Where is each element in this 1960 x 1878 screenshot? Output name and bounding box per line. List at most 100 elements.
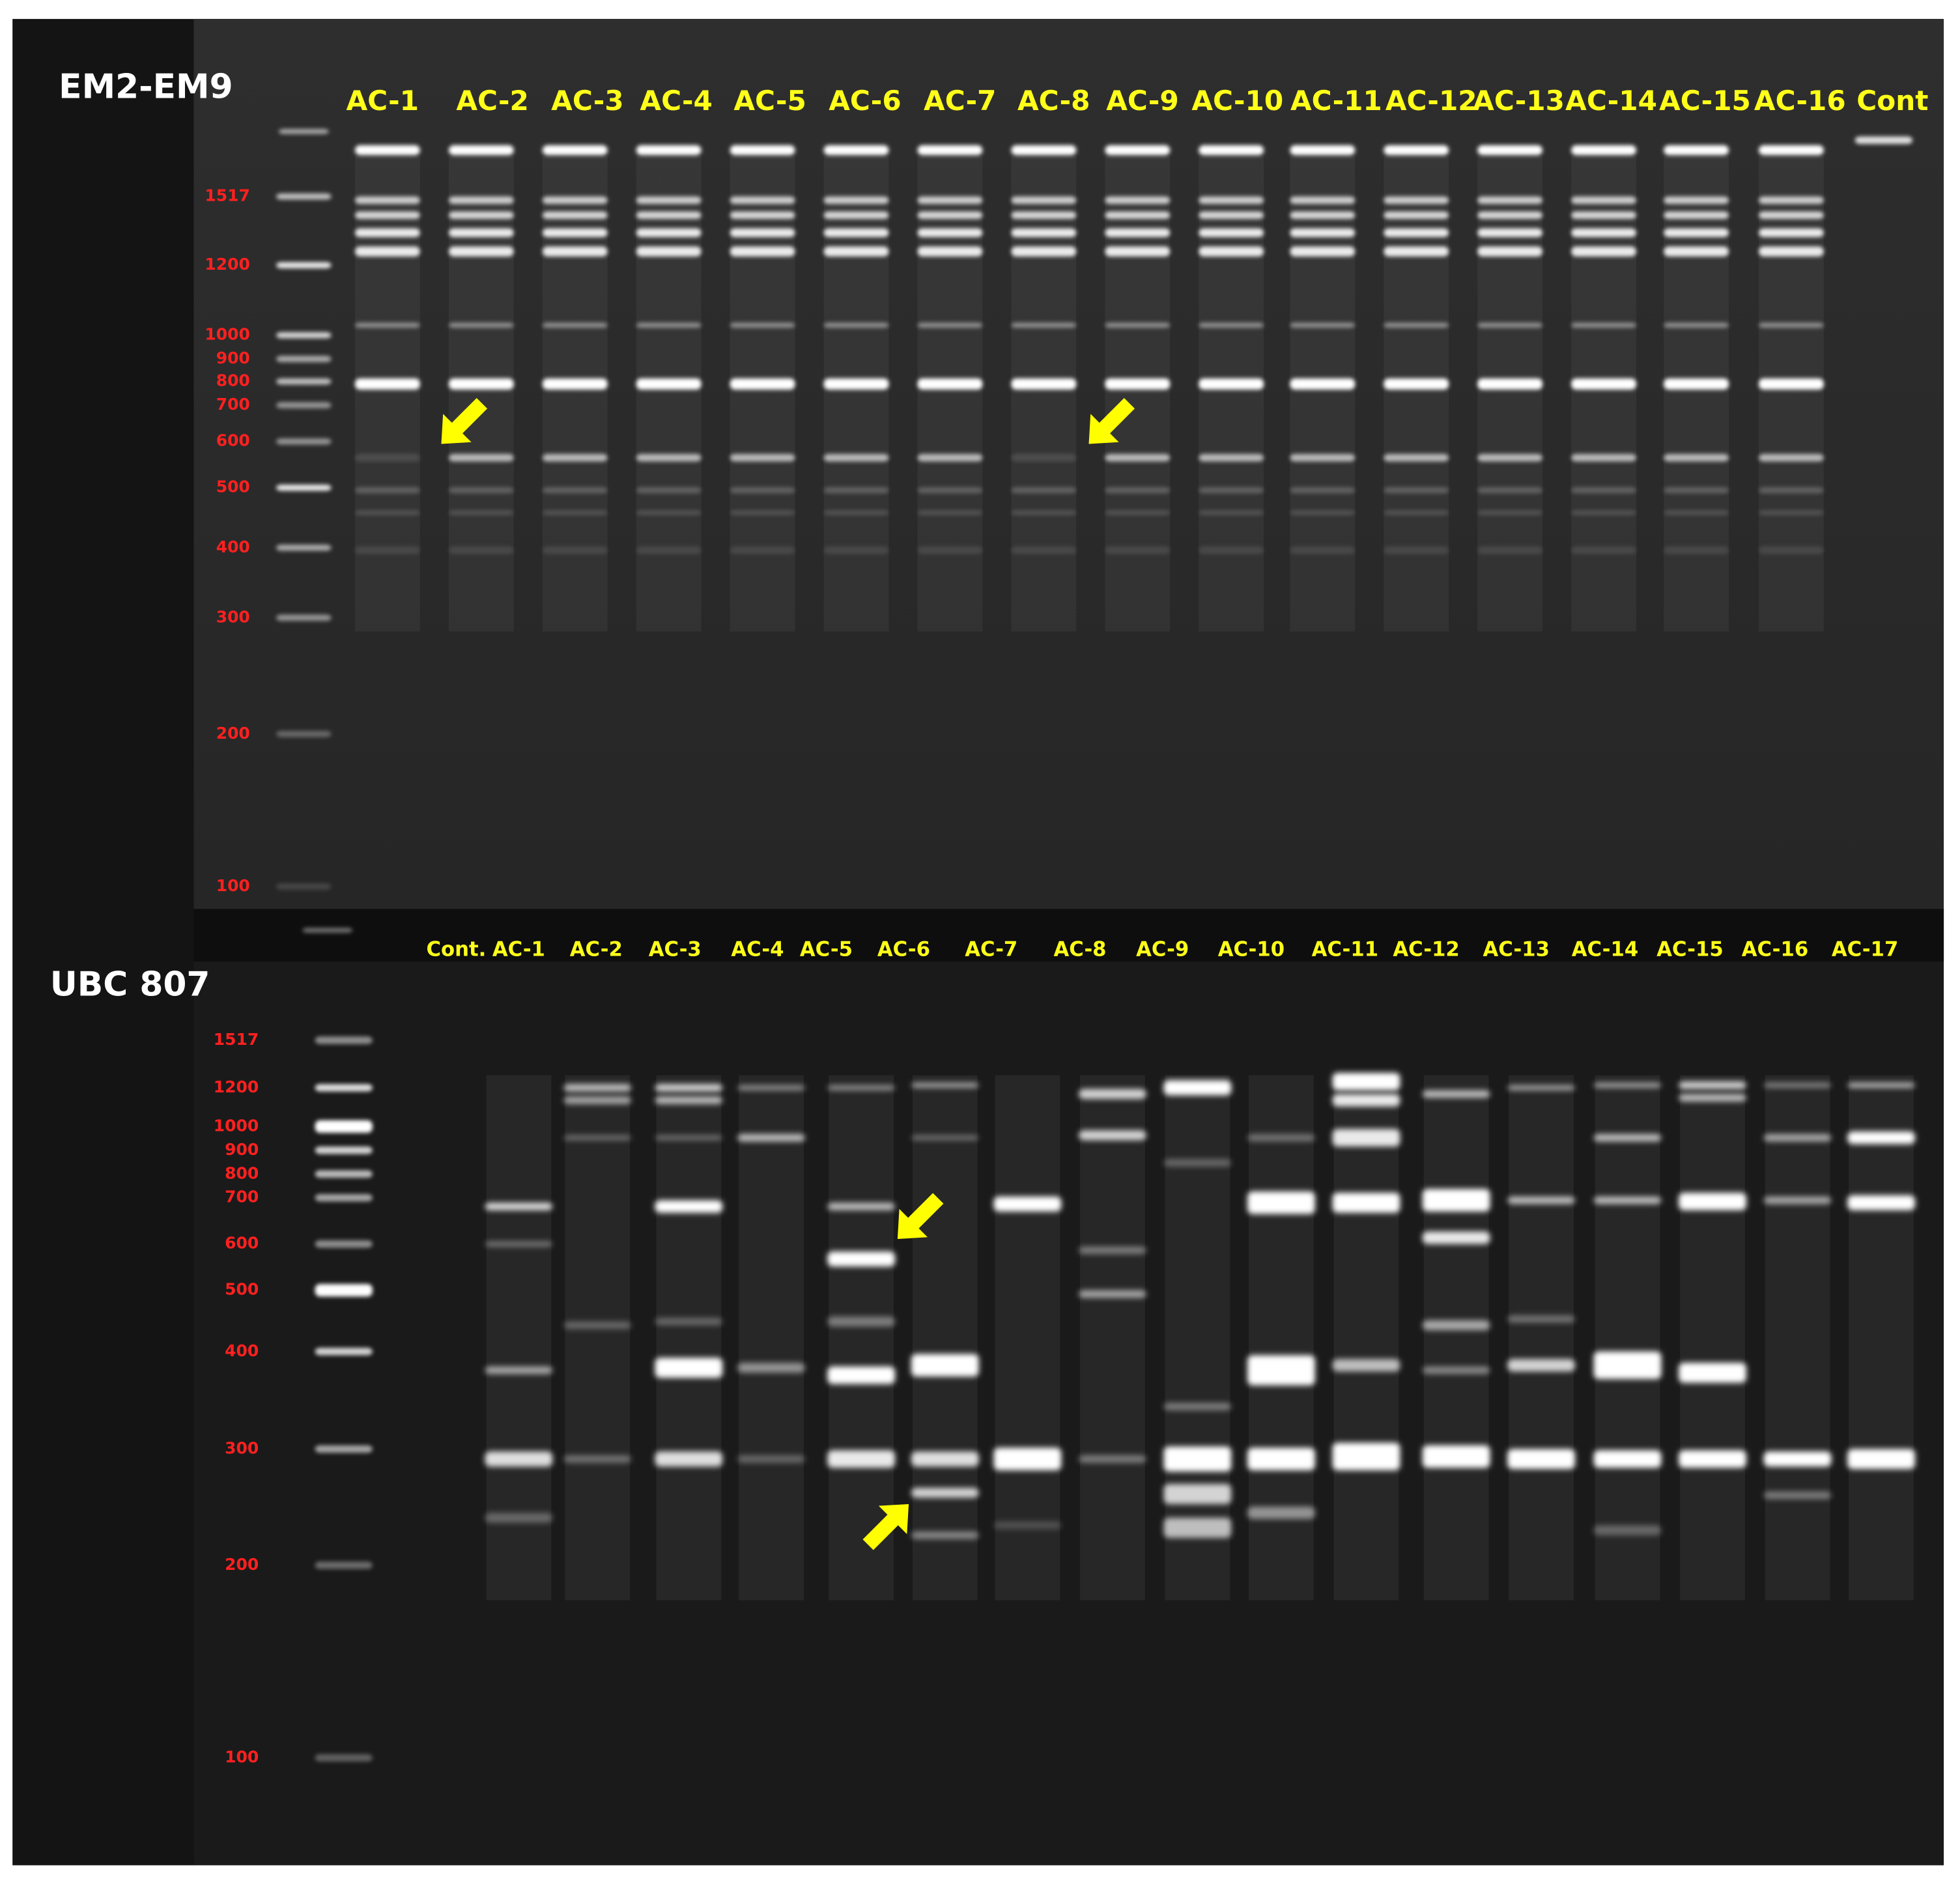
band	[1105, 196, 1171, 205]
band	[1105, 510, 1171, 515]
band	[1477, 196, 1543, 205]
band	[1507, 1196, 1575, 1204]
band	[1105, 322, 1171, 328]
lane-label: AC-16	[1742, 938, 1808, 961]
band	[911, 1354, 979, 1377]
lane-smear	[730, 156, 795, 632]
ladder-label: 1200	[205, 255, 249, 274]
band	[448, 246, 514, 257]
band	[1011, 487, 1077, 494]
ladder-label: 800	[225, 1163, 259, 1182]
band	[276, 545, 332, 551]
band	[917, 453, 983, 462]
lane-label: AC-13	[1483, 938, 1550, 961]
band	[1664, 453, 1729, 462]
band	[1163, 1159, 1232, 1167]
lane-smear	[636, 156, 702, 632]
band	[1247, 1506, 1315, 1519]
lane-label: AC-8	[1053, 938, 1106, 961]
lane-smear	[1249, 1075, 1314, 1601]
band	[1477, 453, 1543, 462]
band	[1384, 487, 1449, 494]
band	[917, 228, 983, 237]
band	[1332, 1094, 1400, 1107]
band	[563, 1321, 632, 1330]
band	[1571, 510, 1636, 515]
band	[1384, 453, 1449, 462]
lane-label: AC-4	[731, 938, 784, 961]
band	[278, 128, 329, 134]
band	[827, 1085, 896, 1090]
band	[917, 378, 983, 390]
band	[354, 453, 420, 462]
lane-smear	[1571, 156, 1636, 632]
lane-smear	[1290, 156, 1356, 632]
band	[730, 145, 795, 156]
bottom-gel	[193, 909, 1944, 1866]
band	[1163, 1484, 1232, 1504]
band	[1290, 546, 1356, 554]
band	[542, 487, 608, 494]
band	[354, 246, 420, 257]
band	[1199, 322, 1264, 328]
band	[827, 1366, 896, 1384]
band	[1664, 246, 1729, 257]
lane-label: AC-15	[1659, 85, 1751, 117]
band	[1422, 1366, 1490, 1374]
lane-label: AC-16	[1754, 85, 1846, 117]
ladder-label: 900	[225, 1140, 259, 1159]
lane-label: Cont	[1856, 85, 1928, 117]
band	[448, 453, 514, 462]
lane-smear	[656, 1075, 722, 1601]
band	[354, 546, 420, 554]
band	[276, 614, 332, 621]
lane-label: AC-2	[570, 938, 623, 961]
band	[827, 1450, 896, 1468]
band	[563, 1084, 632, 1092]
band	[823, 322, 889, 328]
band	[917, 196, 983, 205]
band	[542, 378, 608, 390]
band	[1854, 136, 1913, 145]
band	[1593, 1351, 1662, 1379]
band	[1079, 1246, 1146, 1255]
lane-smear	[1011, 156, 1077, 632]
band	[917, 510, 983, 515]
band	[1679, 1193, 1746, 1210]
band	[276, 378, 332, 385]
band	[823, 211, 889, 220]
ladder-label: 200	[225, 1555, 259, 1574]
band	[485, 1366, 553, 1374]
band	[1759, 246, 1824, 257]
band	[354, 228, 420, 237]
band	[1679, 1363, 1746, 1383]
band	[1507, 1449, 1575, 1470]
lane-label: AC-3	[649, 938, 702, 961]
band	[448, 510, 514, 515]
band	[1759, 487, 1824, 494]
ladder-label: 700	[216, 395, 250, 414]
ladder-label: 200	[216, 724, 250, 743]
band	[1011, 378, 1077, 390]
band	[1664, 510, 1729, 515]
band	[737, 1455, 805, 1463]
lane-smear	[912, 1075, 978, 1601]
band	[823, 510, 889, 515]
band	[1332, 1442, 1400, 1471]
band	[1011, 246, 1077, 257]
band	[1571, 211, 1636, 220]
band	[1105, 453, 1171, 462]
band	[315, 1036, 373, 1044]
lane-label: AC-7	[965, 938, 1017, 961]
panel-title: EM2-EM9	[59, 68, 233, 107]
band	[1011, 453, 1077, 462]
band	[1105, 546, 1171, 554]
band	[993, 1196, 1062, 1212]
band	[1664, 196, 1729, 205]
band	[1759, 211, 1824, 220]
band	[1571, 378, 1636, 390]
band	[315, 1193, 373, 1202]
band	[1199, 546, 1264, 554]
